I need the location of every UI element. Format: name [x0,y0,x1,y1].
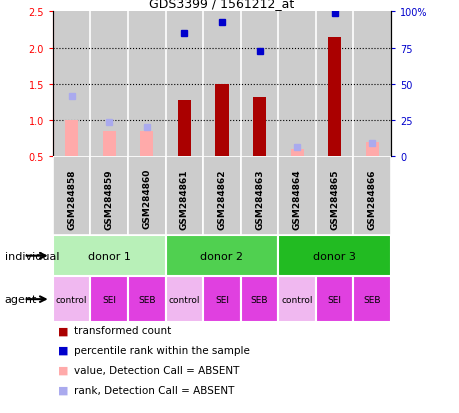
Bar [128,157,165,235]
Bar [240,157,278,235]
Text: SEI: SEI [214,295,229,304]
Text: GSM284860: GSM284860 [142,169,151,229]
Text: control: control [281,295,312,304]
Bar [165,277,203,322]
Bar [53,277,90,322]
Text: ■: ■ [57,345,68,355]
Text: control: control [168,295,200,304]
Bar [290,150,303,157]
Bar [203,157,240,235]
Text: value, Detection Call = ABSENT: value, Detection Call = ABSENT [73,365,239,375]
Text: GSM284865: GSM284865 [330,169,338,229]
Text: SEB: SEB [250,295,268,304]
Text: donor 2: donor 2 [200,251,243,261]
Text: GSM284864: GSM284864 [292,169,301,229]
Text: SEI: SEI [102,295,116,304]
Bar [102,132,116,157]
Bar [353,157,390,235]
Bar [240,277,278,322]
Bar [315,157,353,235]
Bar [90,157,128,235]
Bar [128,277,165,322]
Text: GSM284861: GSM284861 [179,169,189,229]
Bar [165,157,203,235]
Bar [315,12,353,157]
Bar [240,12,278,157]
Text: GSM284863: GSM284863 [254,169,263,229]
Text: rank, Detection Call = ABSENT: rank, Detection Call = ABSENT [73,385,234,395]
Bar [278,12,315,157]
Bar [278,277,315,322]
Text: ■: ■ [57,365,68,375]
Bar [353,12,390,157]
Text: control: control [56,295,87,304]
Text: ■: ■ [57,385,68,395]
Bar [90,277,128,322]
Bar [165,12,203,157]
Text: donor 1: donor 1 [88,251,130,261]
Bar [327,38,341,157]
Text: individual: individual [5,251,59,261]
Bar [128,12,165,157]
Bar [203,277,240,322]
Bar [53,12,90,157]
Bar [90,12,128,157]
Text: donor 3: donor 3 [313,251,355,261]
Text: GSM284866: GSM284866 [367,169,376,229]
Bar [315,277,353,322]
Text: ■: ■ [57,325,68,335]
Bar [140,132,153,157]
Bar [215,85,228,157]
Bar [165,235,278,277]
Bar [178,101,190,157]
Bar [53,157,90,235]
Text: SEB: SEB [138,295,155,304]
Title: GDS3399 / 1561212_at: GDS3399 / 1561212_at [149,0,294,10]
Text: agent: agent [5,294,37,304]
Text: GSM284859: GSM284859 [105,169,113,229]
Text: GSM284862: GSM284862 [217,169,226,229]
Bar [278,157,315,235]
Text: percentile rank within the sample: percentile rank within the sample [73,345,249,355]
Bar [65,121,78,157]
Text: SEB: SEB [363,295,380,304]
Bar [252,98,265,157]
Bar [203,12,240,157]
Text: GSM284858: GSM284858 [67,169,76,229]
Text: SEI: SEI [327,295,341,304]
Bar [53,235,165,277]
Bar [353,277,390,322]
Bar [365,142,378,157]
Bar [278,235,390,277]
Text: transformed count: transformed count [73,325,170,335]
